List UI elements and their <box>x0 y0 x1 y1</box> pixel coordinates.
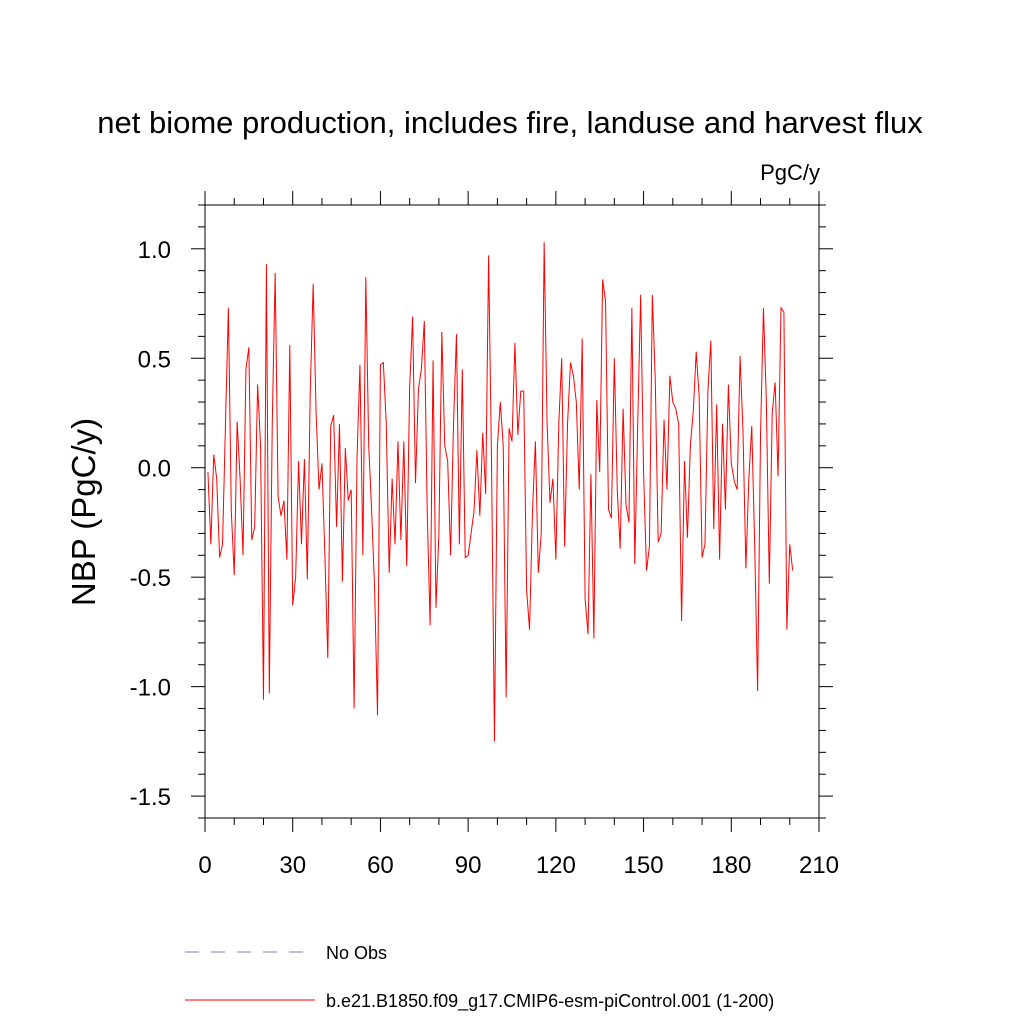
units-label: PgC/y <box>760 160 820 185</box>
legend: No Obs b.e21.B1850.f09_g17.CMIP6-esm-piC… <box>185 943 774 1012</box>
y-tick-label: 0.0 <box>138 456 171 483</box>
x-tick-label: 120 <box>536 852 576 879</box>
major-ticks <box>191 191 833 832</box>
y-tick-label: -1.0 <box>130 675 171 702</box>
x-tick-label: 90 <box>455 852 482 879</box>
x-tick-label: 30 <box>279 852 306 879</box>
y-tick-label: 1.0 <box>138 237 171 264</box>
y-axis-label: NBP (PgC/y) <box>65 418 102 606</box>
x-tick-label: 0 <box>198 852 211 879</box>
legend-label-no-obs: No Obs <box>326 943 387 963</box>
x-tick-label: 180 <box>711 852 751 879</box>
x-tick-label: 210 <box>799 852 839 879</box>
y-tick-label: 0.5 <box>138 346 171 373</box>
legend-label-model: b.e21.B1850.f09_g17.CMIP6-esm-piControl.… <box>326 991 774 1012</box>
y-tick-label: -0.5 <box>130 565 171 592</box>
tick-labels: 0 30 60 90 120 150 180 210 -1.5 -1.0 -0.5 0.0 0.5 1.0 <box>130 237 839 879</box>
series-line <box>207 242 794 742</box>
minor-ticks <box>198 198 826 825</box>
plot-frame <box>204 204 820 819</box>
series-layer <box>207 242 794 742</box>
y-tick-label: -1.5 <box>130 784 171 811</box>
x-tick-label: 60 <box>367 852 394 879</box>
chart-title: net biome production, includes fire, lan… <box>97 105 923 140</box>
x-tick-label: 150 <box>624 852 664 879</box>
